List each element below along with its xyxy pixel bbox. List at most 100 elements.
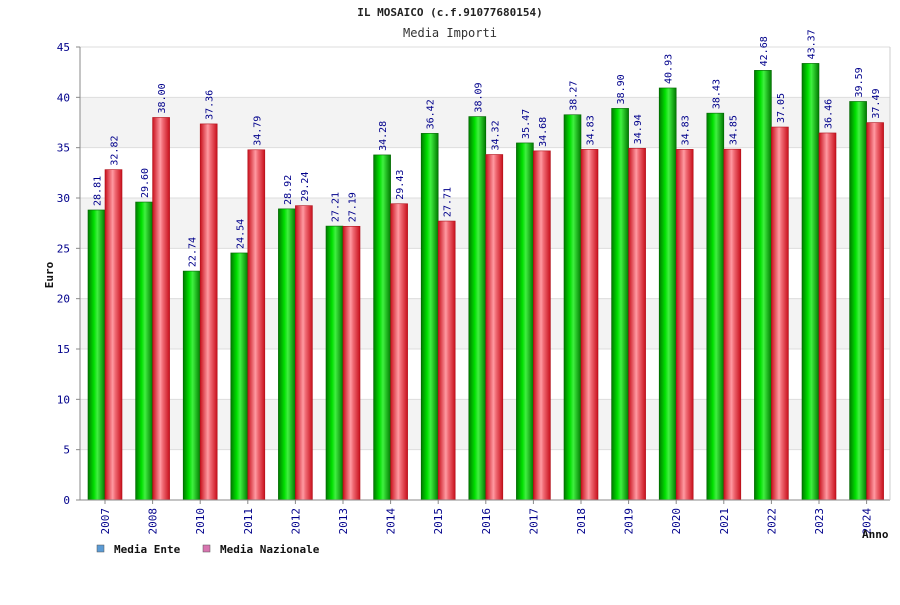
bar-media-nazionale-2012 xyxy=(295,205,313,501)
data-label-media-nazionale-2024: 37.49 xyxy=(871,88,882,118)
data-label-media-ente-2007: 28.81 xyxy=(93,176,104,206)
bar-media-nazionale-2022 xyxy=(771,126,789,501)
data-label-media-ente-2023: 43.37 xyxy=(807,29,818,59)
y-axis-title: Euro xyxy=(43,261,56,288)
data-labels: 28.81 32.82 29.60 38.00 22.74 37.36 24.54 34.79… xyxy=(93,29,883,267)
bar-media-ente-2012 xyxy=(278,208,296,501)
bars xyxy=(87,63,884,501)
y-tick-label: 0 xyxy=(63,494,70,507)
data-label-media-ente-2022: 42.68 xyxy=(759,36,770,66)
legend-swatch-media-nazionale xyxy=(202,544,211,553)
data-label-media-ente-2012: 28.92 xyxy=(283,175,294,205)
data-label-media-nazionale-2016: 34.32 xyxy=(490,120,501,150)
legend: Media Ente Media Nazionale xyxy=(96,543,320,556)
x-tick-label-2024: 2024 xyxy=(861,508,874,535)
y-tick-label: 15 xyxy=(57,343,70,356)
data-label-media-ente-2016: 38.09 xyxy=(473,82,484,112)
x-tick-label-2022: 2022 xyxy=(765,508,778,535)
x-tick-label-2014: 2014 xyxy=(385,508,398,535)
bar-media-nazionale-2013 xyxy=(342,225,361,501)
y-tick-label: 30 xyxy=(57,192,70,205)
x-tick-label-2010: 2010 xyxy=(194,508,207,535)
y-tick-label: 40 xyxy=(57,91,70,104)
bar-media-ente-2021 xyxy=(706,112,725,501)
bar-media-nazionale-2020 xyxy=(675,149,694,501)
data-label-media-ente-2008: 29.60 xyxy=(140,168,151,198)
data-label-media-ente-2024: 39.59 xyxy=(854,67,865,97)
bar-media-nazionale-2017 xyxy=(533,150,551,501)
data-label-media-ente-2015: 36.42 xyxy=(426,99,437,129)
x-tick-label-2018: 2018 xyxy=(575,508,588,535)
data-label-media-ente-2020: 40.93 xyxy=(664,54,675,84)
bar-media-ente-2024 xyxy=(849,101,867,501)
legend-label-media-ente: Media Ente xyxy=(114,543,181,556)
chart-subtitle: Media Importi xyxy=(403,26,497,40)
x-tick-label-2020: 2020 xyxy=(670,508,683,535)
y-tick-label: 10 xyxy=(57,393,70,406)
legend-swatch-media-ente xyxy=(96,544,105,553)
bar-media-ente-2018 xyxy=(563,114,582,501)
data-label-media-ente-2011: 24.54 xyxy=(235,219,246,249)
data-label-media-nazionale-2015: 27.71 xyxy=(443,187,454,217)
chart-title: IL MOSAICO (c.f.91077680154) xyxy=(357,6,542,19)
bar-media-nazionale-2010 xyxy=(199,123,218,501)
x-tick-label-2016: 2016 xyxy=(480,508,493,535)
bar-media-ente-2020 xyxy=(658,87,677,501)
data-label-media-ente-2019: 38.90 xyxy=(616,74,627,104)
bar-media-ente-2010 xyxy=(182,270,201,501)
data-label-media-nazionale-2007: 32.82 xyxy=(110,136,121,166)
y-tick-label: 25 xyxy=(57,242,70,255)
bar-media-ente-2011 xyxy=(230,252,249,501)
x-tick-label-2015: 2015 xyxy=(432,508,445,535)
x-tick-label-2023: 2023 xyxy=(813,508,826,535)
bar-media-nazionale-2019 xyxy=(628,147,646,501)
bar-media-nazionale-2015 xyxy=(437,220,456,501)
bar-media-ente-2023 xyxy=(801,63,820,501)
x-tick-label-2013: 2013 xyxy=(337,508,350,535)
data-label-media-ente-2017: 35.47 xyxy=(521,109,532,139)
data-label-media-nazionale-2011: 34.79 xyxy=(252,116,263,146)
legend-label-media-nazionale: Media Nazionale xyxy=(220,543,320,556)
bar-media-nazionale-2007 xyxy=(104,169,123,501)
x-tick-label-2007: 2007 xyxy=(99,508,112,535)
data-label-media-nazionale-2020: 34.83 xyxy=(681,115,692,145)
bar-media-nazionale-2016 xyxy=(485,154,504,501)
data-label-media-ente-2010: 22.74 xyxy=(188,237,199,267)
bar-media-ente-2013 xyxy=(325,225,344,501)
y-tick-labels: 0 5 10 15 20 25 30 35 40 45 xyxy=(57,41,80,507)
data-label-media-ente-2018: 38.27 xyxy=(569,81,580,111)
x-tick-label-2011: 2011 xyxy=(242,508,255,535)
x-tick-label-2017: 2017 xyxy=(527,508,540,535)
data-label-media-nazionale-2023: 36.46 xyxy=(824,99,835,129)
data-label-media-nazionale-2014: 29.43 xyxy=(395,170,406,200)
bar-media-nazionale-2014 xyxy=(390,203,408,501)
data-label-media-nazionale-2019: 34.94 xyxy=(633,114,644,144)
x-axis-title: Anno xyxy=(862,528,889,541)
x-tick-label-2012: 2012 xyxy=(289,508,302,535)
bar-media-ente-2014 xyxy=(373,154,391,501)
bar-media-nazionale-2011 xyxy=(247,149,266,501)
data-label-media-ente-2013: 27.21 xyxy=(331,192,342,222)
x-tick-label-2019: 2019 xyxy=(623,508,636,535)
data-label-media-ente-2014: 34.28 xyxy=(378,121,389,151)
data-label-media-nazionale-2008: 38.00 xyxy=(157,83,168,113)
bar-media-nazionale-2018 xyxy=(580,149,599,501)
bar-media-ente-2022 xyxy=(754,70,772,501)
bar-media-nazionale-2021 xyxy=(723,148,742,501)
data-label-media-nazionale-2018: 34.83 xyxy=(586,115,597,145)
y-tick-label: 35 xyxy=(57,142,70,155)
x-tick-label-2021: 2021 xyxy=(718,508,731,535)
y-tick-label: 45 xyxy=(57,41,70,54)
bar-media-ente-2017 xyxy=(516,142,534,501)
bar-media-ente-2007 xyxy=(87,209,106,501)
bar-media-ente-2015 xyxy=(420,133,439,501)
data-label-media-nazionale-2017: 34.68 xyxy=(538,117,549,147)
x-tick-labels: 2007 2008 2010 2011 2012 2013 2014 2015 2016 2017… xyxy=(99,500,874,535)
data-label-media-nazionale-2012: 29.24 xyxy=(300,172,311,202)
y-tick-label: 5 xyxy=(63,444,70,457)
data-label-media-nazionale-2021: 34.85 xyxy=(728,115,739,145)
bar-media-nazionale-2008 xyxy=(152,117,170,501)
data-label-media-nazionale-2022: 37.05 xyxy=(776,93,787,123)
